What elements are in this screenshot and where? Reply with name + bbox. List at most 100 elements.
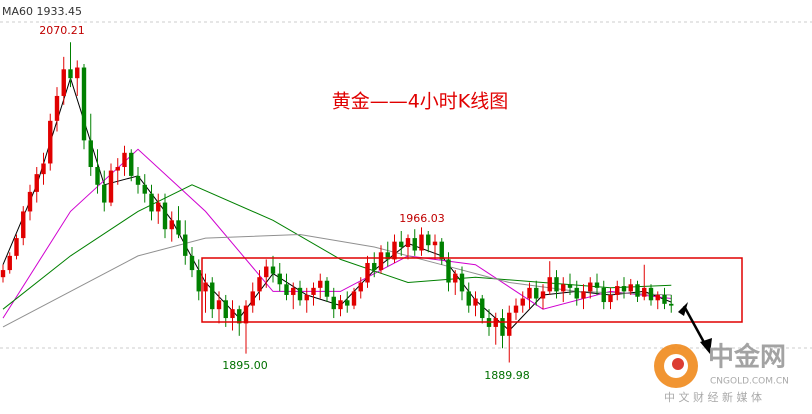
candle-body [392,241,397,260]
candle-body [419,234,424,251]
candle-body [581,291,586,299]
candle-body [662,294,667,304]
candle-body [14,238,19,256]
candle-body [432,241,438,246]
candle-body [162,202,168,230]
candle-body [547,277,552,292]
candle-body [291,287,296,295]
candle-body [378,252,384,271]
candle-body [318,280,323,288]
annotation: 1895.00 [222,359,268,372]
candle-body [412,238,417,251]
range-box [201,257,743,323]
annotation: 1889.98 [484,369,530,382]
candle-body [264,266,269,278]
ma-lines [2,76,672,332]
candle-body [135,175,141,185]
candle-body [27,191,33,212]
candle-body [48,120,53,164]
arrow-tail [678,302,688,316]
candle-body [81,67,87,141]
candle-body [453,273,458,283]
candle-body [513,305,519,313]
candle-body [621,286,627,292]
watermark: 中金网 CNGOLD.COM.CN 中 文 财 经 新 媒 体 [654,342,789,404]
candle-body [338,300,343,310]
chart-title: 黄金——4小时K线图 [332,91,509,113]
candle-body [176,220,181,235]
candle-body [351,291,357,306]
candle-body [540,291,546,299]
arrow [682,305,708,347]
arrow-head [700,338,712,354]
candle-body [534,287,539,299]
candle-body [520,298,525,306]
candle-body [608,294,613,303]
candle-body [115,167,120,171]
candle-body [345,300,350,306]
candle-body [95,167,100,185]
candle-body [365,262,370,283]
candle-body [237,309,242,324]
candle-body [635,284,640,297]
candle-body [439,241,444,260]
candle-body [68,69,73,79]
candle-body [459,273,465,292]
candle-body [142,184,147,194]
candle-body [574,287,579,299]
candle-body [61,69,66,96]
candle-body [243,305,249,324]
candle-body [628,284,633,292]
candle-body [284,284,289,295]
candle-body [567,284,573,288]
candle-body [372,262,377,271]
candle-body [169,220,174,230]
candle-body [216,300,222,310]
candle-body [230,309,235,319]
candle-body [615,286,620,295]
candle-body [129,152,134,176]
candle-body [594,282,600,288]
candle-body [0,270,6,278]
watermark-slogan: 中 文 财 经 新 媒 体 [664,390,762,404]
candle-body [7,255,12,271]
ma-line [2,76,672,332]
ma-line [2,148,672,319]
candle-body [601,287,606,303]
candle-body [561,284,566,292]
candle-body [311,287,316,295]
logo [672,358,684,370]
annotation: 2070.21 [39,24,85,37]
annotation: 1966.03 [399,212,445,225]
candle-body [358,282,363,292]
candle-body [75,67,80,79]
candle-body [480,298,485,319]
candle-body [203,282,208,292]
candle-body [189,255,195,271]
candle-body [466,291,471,306]
candle-body [500,318,505,336]
candle-body [196,270,201,292]
candle-body [655,294,660,301]
candle-body [41,163,46,175]
candle-body [554,277,559,292]
candle-body [223,300,228,319]
candle-body [102,184,107,203]
candle-body [473,298,478,306]
candle-body [88,140,93,168]
watermark-name: 中金网 [708,342,786,373]
candle-body [108,170,114,203]
candle-body [34,174,39,192]
candle-body [507,312,512,336]
candle-body [250,291,255,306]
candle-body [297,287,303,301]
candle-body [277,273,282,285]
ma-line [2,184,672,310]
candle-body [426,234,431,246]
candle-body [54,95,60,121]
candle-body [21,211,26,239]
candle-body [446,259,451,283]
candle-body [385,252,390,260]
